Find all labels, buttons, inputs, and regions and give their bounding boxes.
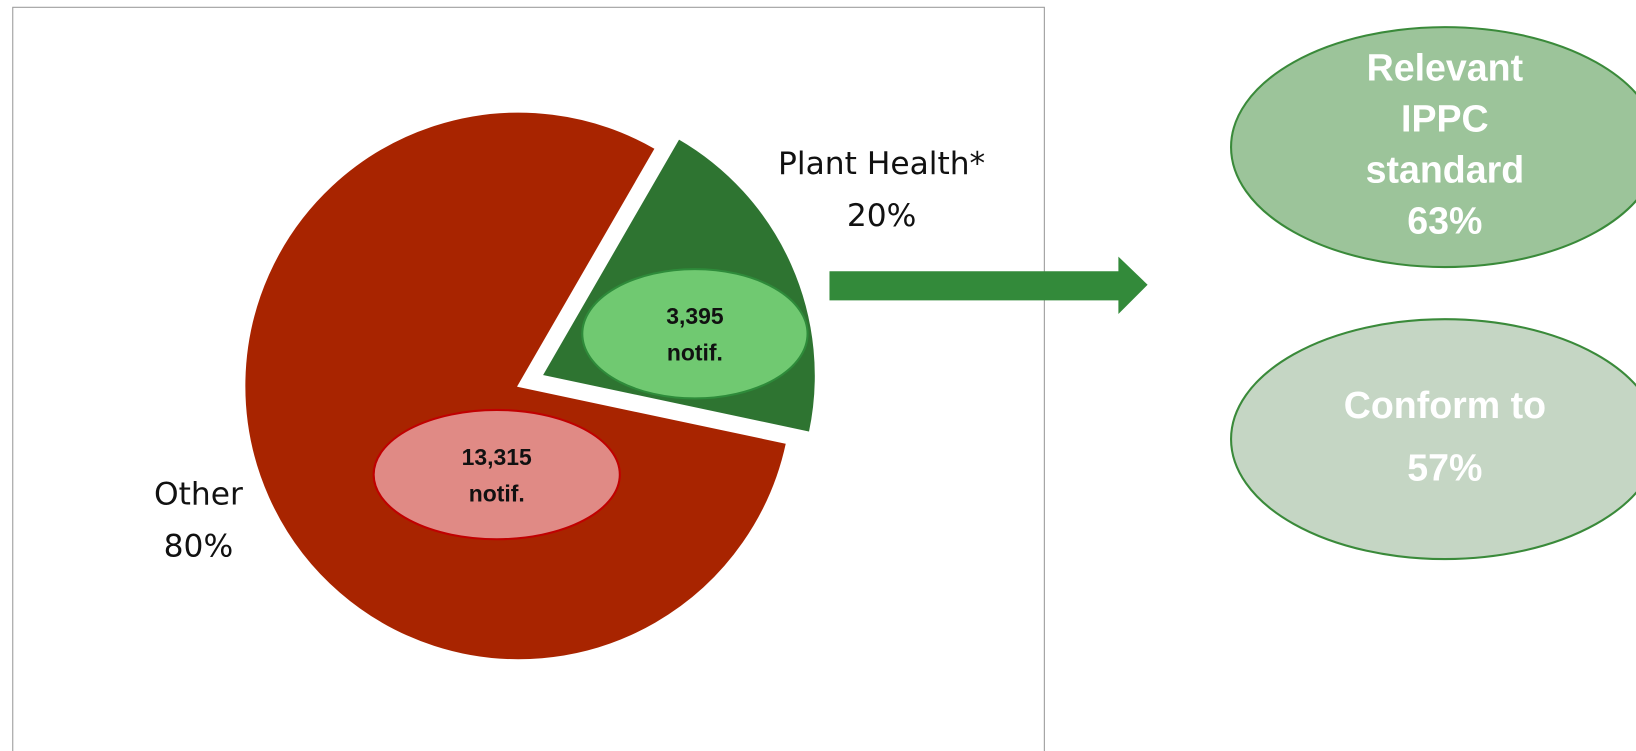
annotation-bubble: [1230, 318, 1636, 561]
count-unit: notif.: [667, 340, 723, 366]
annotation-text: IPPC: [1401, 97, 1489, 139]
pie-slice: [243, 110, 789, 662]
arrow: [829, 256, 1148, 314]
annotations: Relevant IPPC standard 63% Conform to 57%: [1230, 26, 1636, 561]
value-label: 20%: [847, 198, 917, 234]
count-bubble: [581, 268, 809, 400]
category-label: Plant Health*: [778, 146, 985, 182]
annotation-value: 63%: [1407, 200, 1482, 242]
annotation-text: Conform to: [1344, 384, 1546, 426]
pie: Other 80% 13,315 notif. Plant Health* 20% 3,39…: [154, 110, 985, 662]
annotation-bubble: [1230, 26, 1636, 269]
count-label: 13,315: [462, 444, 532, 470]
value-label: 80%: [164, 529, 234, 565]
count-label: 3,395: [666, 303, 724, 329]
annotation-text: Relevant: [1367, 46, 1524, 88]
annotation-text: standard: [1366, 149, 1525, 191]
annotation-value: 57%: [1407, 446, 1482, 488]
count-unit: notif.: [469, 481, 525, 507]
count-bubble: [372, 408, 621, 541]
category-label: Other: [154, 476, 243, 512]
